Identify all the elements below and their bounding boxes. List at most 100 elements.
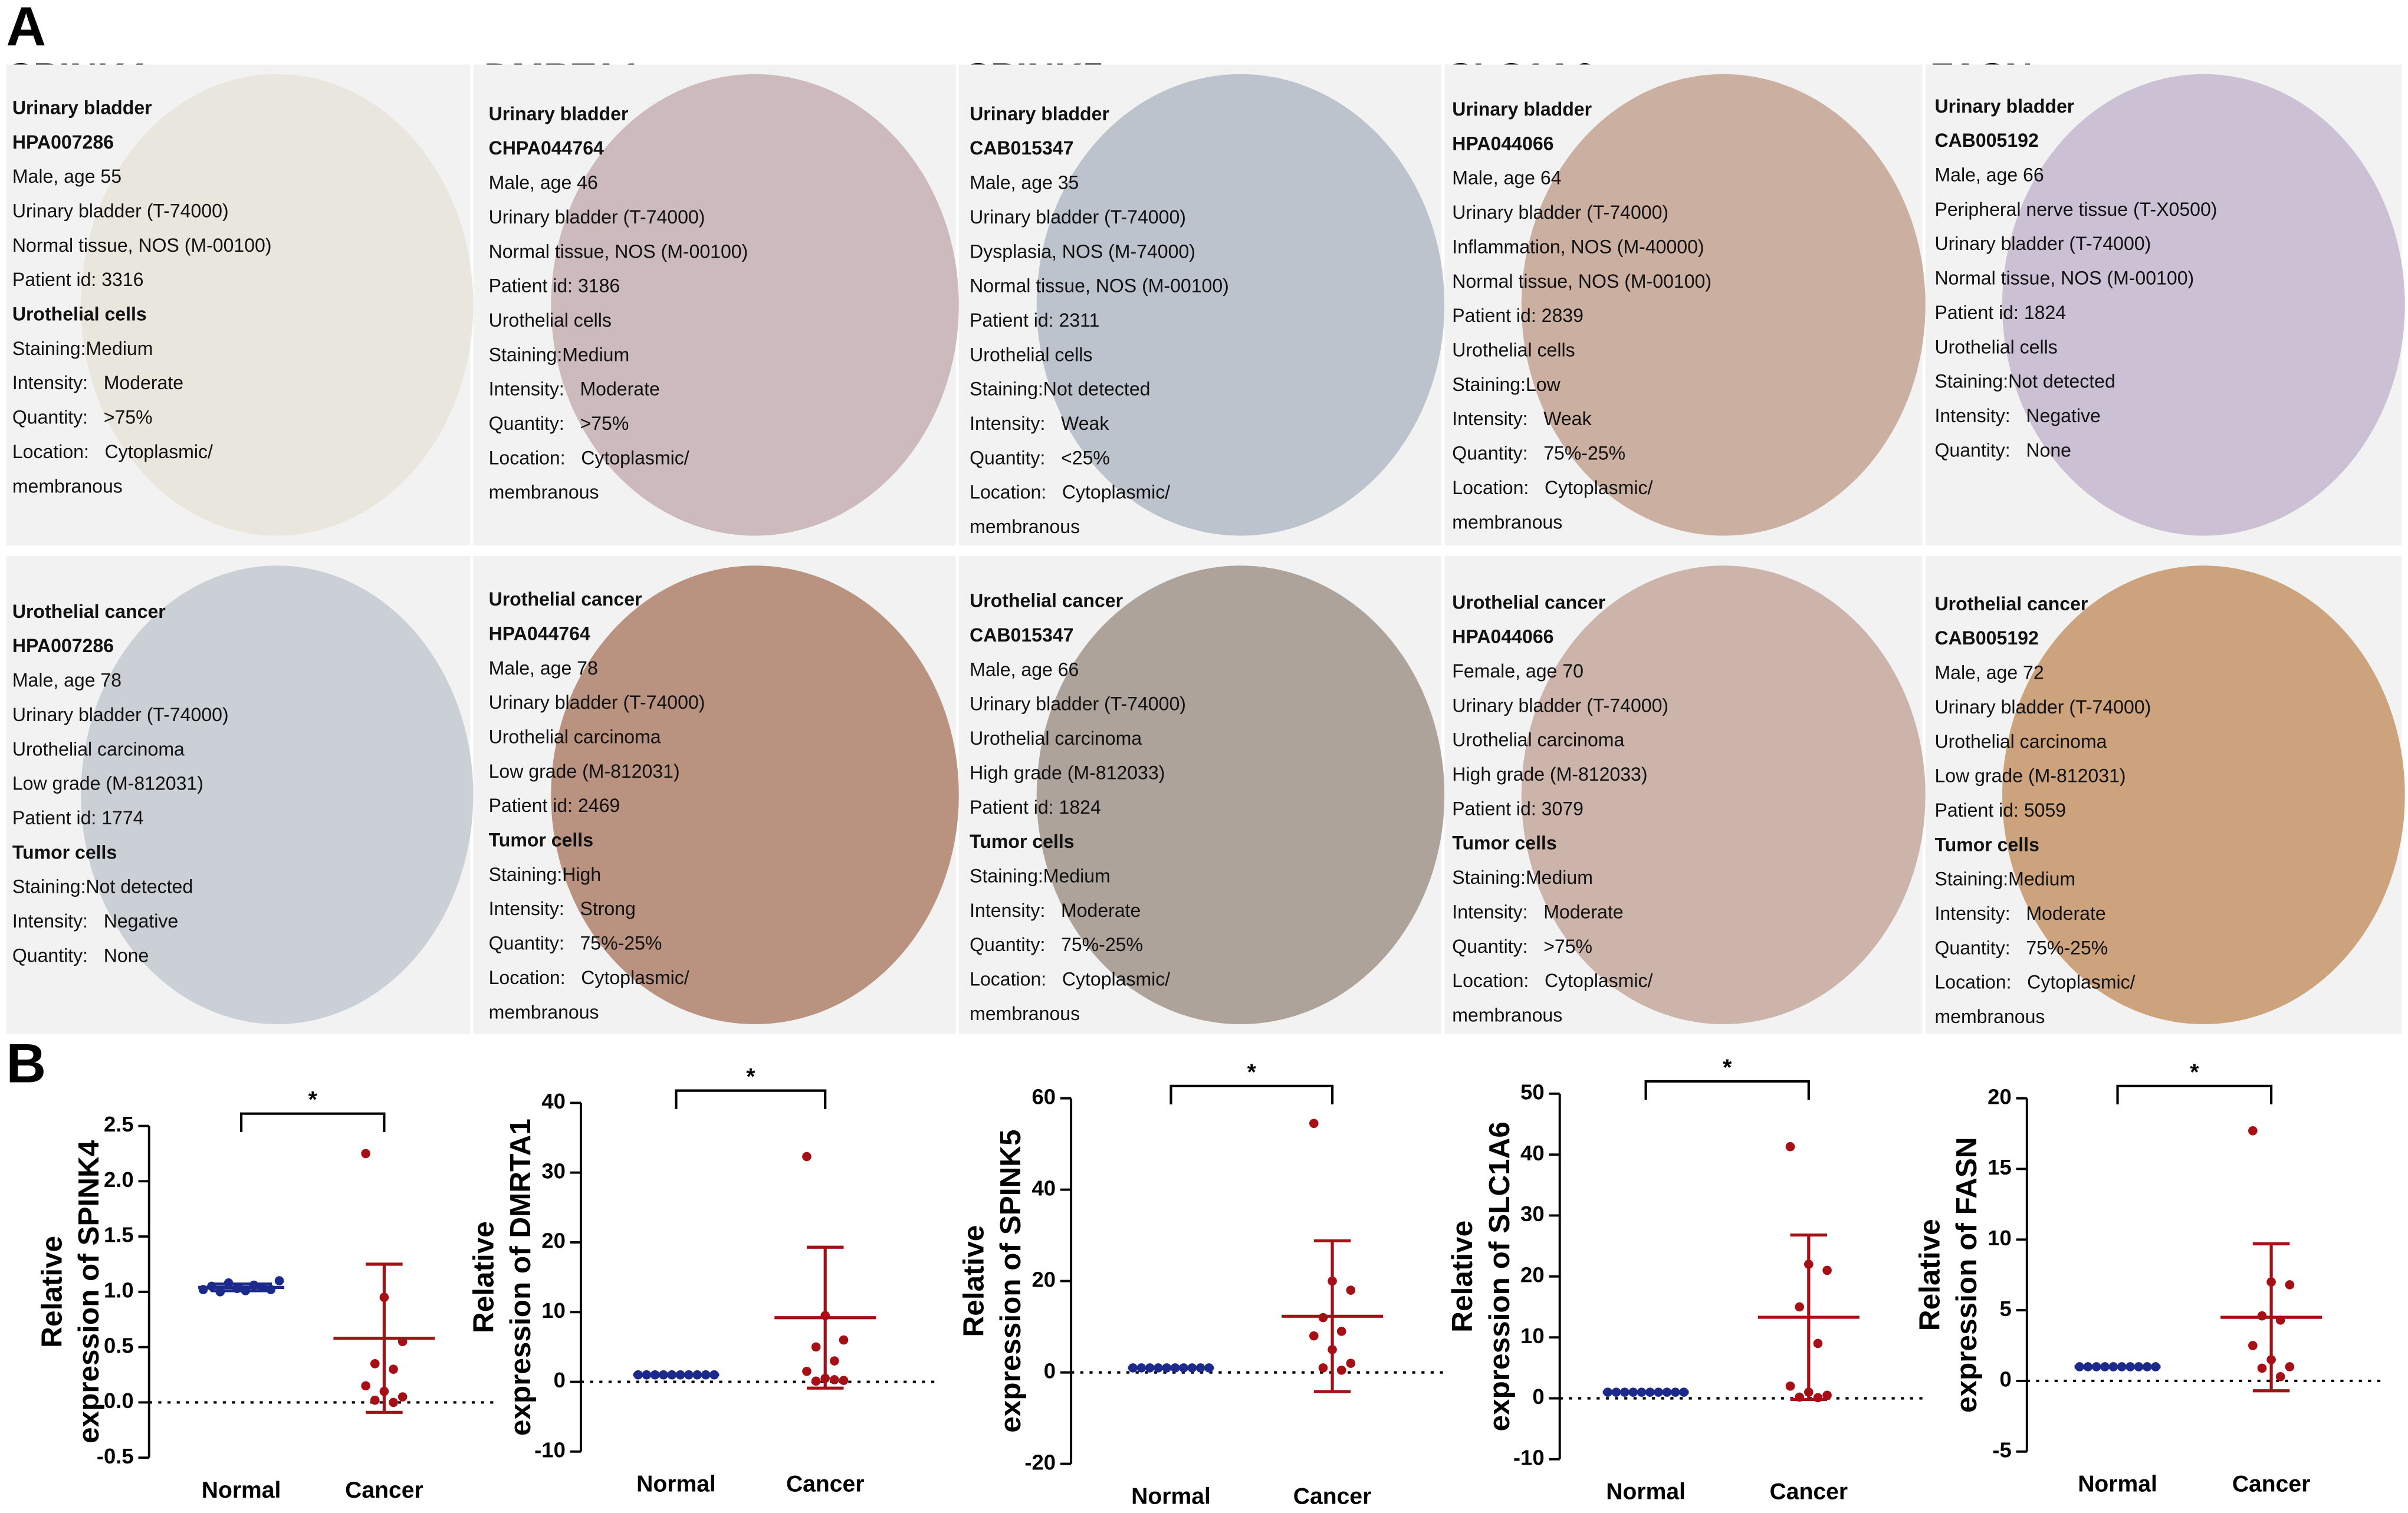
tile-text: Urothelial cancer [489, 588, 642, 610]
tile-text: Patient id: 2839 [1452, 305, 1584, 326]
y-tick-label: 5 [1999, 1297, 2011, 1321]
tile-text: Low grade (M-812031) [1934, 765, 2126, 787]
tile-text: membranous [970, 1003, 1080, 1024]
tissue-core [1036, 565, 1445, 1025]
tile-text: Patient id: 2469 [489, 795, 620, 816]
tile-text: Quantity: 75%-25% [489, 933, 662, 954]
tile-text: Staining:Medium [1452, 867, 1593, 888]
y-tick-label: 1.5 [104, 1223, 134, 1247]
tissue-core [2002, 74, 2405, 536]
data-point [1346, 1359, 1356, 1368]
tile-text: Quantity: None [12, 945, 149, 966]
tile-text: Intensity: Moderate [1934, 903, 2105, 924]
y-axis-label: Relative [1446, 1221, 1479, 1333]
tile-text: Tumor cells [970, 831, 1074, 852]
y-tick-label: 10 [541, 1298, 566, 1323]
tile-text: High grade (M-812033) [1452, 764, 1647, 785]
x-tick-label: Normal [1131, 1484, 1211, 1509]
tile-text: Staining:Low [1452, 374, 1561, 395]
tile-text: Normal tissue, NOS (M-00100) [489, 241, 748, 262]
tile-text: Peripheral nerve tissue (T-X0500) [1934, 199, 2217, 220]
data-point [274, 1276, 284, 1285]
tile-text: Male, age 35 [970, 172, 1079, 193]
tile-text: Quantity: <25% [970, 447, 1110, 468]
tile-text: Urinary bladder [1452, 98, 1592, 120]
data-point [1822, 1390, 1832, 1400]
tile-text: Urinary bladder (T-74000) [1934, 696, 2151, 718]
data-point [370, 1395, 380, 1405]
tissue-core [2002, 565, 2405, 1025]
tile-text: Urinary bladder (T-74000) [1452, 202, 1668, 223]
data-point [839, 1335, 849, 1345]
data-point [1785, 1382, 1795, 1391]
tile-text: Inflammation, NOS (M-40000) [1452, 236, 1704, 257]
tile-text: Urinary bladder (T-74000) [12, 704, 229, 725]
tile-text: Tumor cells [12, 841, 117, 863]
tile-text: Low grade (M-812031) [12, 773, 203, 794]
tile-text: Patient id: 5059 [1934, 800, 2066, 821]
significance-bracket [239, 1112, 386, 1132]
y-tick-label: 30 [541, 1159, 566, 1183]
y-tick-label: 0.5 [104, 1333, 134, 1357]
x-tick-label: Cancer [1293, 1484, 1372, 1509]
tile-text: Urinary bladder (T-74000) [970, 206, 1186, 228]
data-point [2275, 1371, 2285, 1382]
tile-text: Urothelial cells [12, 304, 147, 325]
tile-text: Intensity: Moderate [12, 372, 183, 393]
data-point [361, 1149, 370, 1159]
tile-text: HPA044066 [1452, 133, 1553, 154]
data-point [1336, 1327, 1346, 1336]
y-tick-label: -0.5 [97, 1444, 134, 1468]
tile-text: Quantity: >75% [489, 413, 629, 434]
tile-text: Staining:Medium [12, 338, 153, 359]
data-point [361, 1381, 370, 1391]
y-tick-label: -5 [1992, 1438, 2011, 1462]
y-axis-label: expression of SPINK5 [994, 1129, 1027, 1432]
significance-bracket [1169, 1084, 1334, 1105]
significance-bracket [2116, 1084, 2273, 1105]
tile-text: membranous [1934, 1006, 2045, 1027]
tile-text: Tumor cells [1452, 833, 1556, 854]
tile-text: Male, age 55 [12, 166, 121, 187]
tile-text: Quantity: 75%-25% [1934, 937, 2108, 958]
tile-text: HPA007286 [12, 131, 114, 153]
tile-text: Patient id: 3316 [12, 269, 144, 290]
y-tick-label: 0 [1999, 1367, 2011, 1392]
data-point [1336, 1365, 1346, 1375]
y-tick-label: 50 [1520, 1080, 1545, 1104]
tile-text: Urinary bladder (T-74000) [12, 200, 229, 221]
tile-text: Patient id: 1824 [1934, 302, 2066, 323]
y-tick-label: 30 [1520, 1202, 1545, 1226]
y-tick-label: 40 [541, 1089, 566, 1113]
significance-bracket [1644, 1080, 1810, 1100]
data-point [830, 1375, 839, 1384]
tile-text: Staining:Medium [970, 865, 1111, 886]
y-tick-label: -10 [534, 1438, 566, 1462]
tile-text: CHPA044764 [489, 137, 604, 159]
tile-text: Urothelial cancer [1934, 593, 2088, 614]
y-axis-label: expression of FASN [1950, 1137, 1983, 1413]
tile-text: Patient id: 3186 [489, 275, 620, 297]
tissue-core [551, 74, 959, 536]
tile-text: Intensity: Negative [1934, 405, 2100, 426]
data-point [802, 1366, 812, 1376]
data-point [370, 1359, 380, 1369]
tile-text: Normal tissue, NOS (M-00100) [1452, 271, 1711, 292]
tile-text: Urothelial carcinoma [489, 726, 661, 747]
data-point [811, 1342, 821, 1352]
tile-text: Male, age 64 [1452, 167, 1561, 189]
tile-text: Staining:Not detected [1934, 371, 2115, 392]
tile-text: Urinary bladder (T-74000) [489, 206, 705, 228]
tissue-core [1521, 74, 1926, 536]
data-point [839, 1376, 849, 1385]
y-tick-label: 20 [1987, 1084, 2012, 1109]
y-tick-label: -20 [1024, 1450, 1056, 1474]
x-tick-label: Cancer [2232, 1471, 2311, 1496]
tile-text: membranous [1452, 1005, 1562, 1026]
tile-text: membranous [489, 482, 599, 503]
y-axis-label: Relative [958, 1225, 990, 1337]
tile-text: Urothelial cells [970, 344, 1092, 365]
tile-text: Quantity: 75%-25% [970, 934, 1143, 955]
y-tick-label: 20 [541, 1229, 566, 1253]
x-tick-label: Normal [636, 1471, 716, 1496]
